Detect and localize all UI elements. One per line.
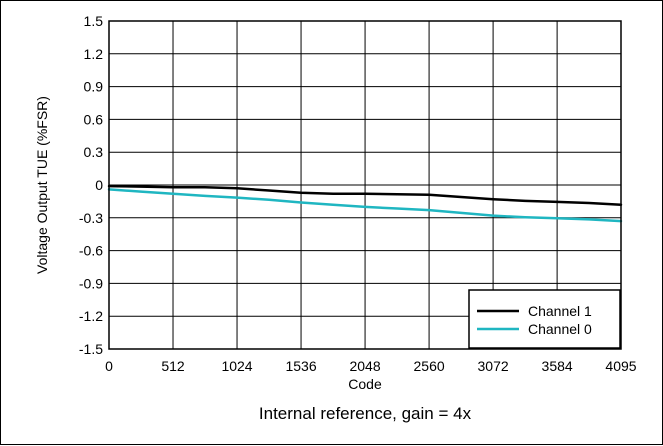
x-tick-label: 3072: [478, 358, 509, 374]
chart-caption: Internal reference, gain = 4x: [259, 404, 472, 423]
y-tick-labels: 1.5 1.2 0.9 0.6 0.3 0 -0.3 -0.6 -0.9 -1.2 -1.5: [79, 13, 103, 357]
y-tick-label: 0.9: [84, 79, 104, 95]
legend: Channel 1 Channel 0: [468, 289, 621, 349]
plot-area-border: [108, 20, 622, 350]
y-tick-label: -1.5: [79, 341, 103, 357]
y-tick-label: 1.2: [84, 46, 104, 62]
y-tick-label: -0.6: [79, 243, 103, 259]
y-tick-label: 0.6: [84, 111, 104, 127]
legend-label-channel-0: Channel 0: [528, 321, 592, 337]
series-line-channel-1: [107, 184, 623, 206]
y-tick-label: -0.3: [79, 210, 103, 226]
y-tick-label: -0.9: [79, 275, 103, 291]
legend-box: [468, 289, 621, 349]
x-tick-label: 0: [105, 358, 113, 374]
x-tick-label: 1024: [221, 358, 252, 374]
x-tick-labels: 0 512 1024 1536 2048 2560 3072 3584 4095: [105, 358, 637, 374]
y-tick-label: -1.2: [79, 308, 103, 324]
y-tick-label: 1.5: [84, 13, 104, 29]
x-axis-label: Code: [348, 376, 382, 392]
x-tick-label: 512: [161, 358, 185, 374]
x-tick-label: 2560: [414, 358, 445, 374]
x-tick-label: 3584: [542, 358, 573, 374]
x-tick-label: 4095: [605, 358, 636, 374]
x-tick-label: 2048: [349, 358, 380, 374]
series-line-channel-0: [107, 188, 623, 223]
legend-label-channel-1: Channel 1: [528, 303, 592, 319]
x-tick-label: 1536: [285, 358, 316, 374]
y-tick-label: 0: [95, 177, 103, 193]
y-axis-label: Voltage Output TUE (%FSR): [34, 96, 50, 274]
series-layer: [107, 184, 623, 223]
y-tick-label: 0.3: [84, 144, 104, 160]
